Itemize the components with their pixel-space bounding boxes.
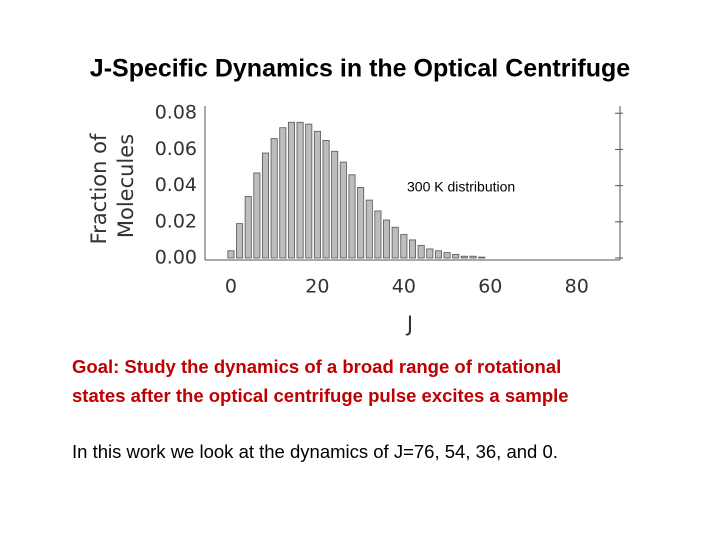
bar (322, 139, 330, 259)
bar (374, 210, 382, 259)
y-tick-label: 0.06 (155, 138, 197, 160)
x-tick-label: 80 (565, 276, 589, 298)
bar (417, 244, 425, 259)
y-tick-label: 0.08 (155, 102, 197, 124)
annotation: 300 K distribution (407, 179, 515, 195)
bar (227, 250, 235, 259)
y-axis-label: Fraction of (87, 133, 111, 244)
x-axis-label: J (405, 312, 413, 336)
bar (469, 255, 477, 259)
bar (426, 248, 434, 259)
bar (391, 226, 399, 259)
goal-line: states after the optical centrifuge puls… (72, 385, 569, 406)
bar (339, 161, 347, 259)
bar (400, 234, 408, 259)
x-tick-label: 40 (392, 276, 416, 298)
y-tick-label: 0.04 (155, 174, 197, 196)
bar (244, 196, 252, 259)
note: In this work we look at the dynamics of … (72, 441, 558, 462)
bar (313, 130, 321, 259)
bar (460, 255, 468, 259)
bar (262, 152, 270, 259)
y-tick-label: 0.00 (155, 247, 197, 269)
x-tick-label: 20 (305, 276, 329, 298)
y-tick-label: 0.02 (155, 210, 197, 232)
y-axis-label: Molecules (114, 134, 138, 238)
bar (357, 187, 365, 259)
bar (452, 253, 460, 259)
bar (443, 252, 451, 259)
bar (383, 219, 391, 259)
bar (348, 174, 356, 259)
bar (287, 121, 295, 259)
bar (331, 150, 339, 259)
bar (305, 123, 313, 259)
bar (253, 172, 261, 259)
slide-title: J-Specific Dynamics in the Optical Centr… (90, 55, 631, 83)
bar (478, 256, 486, 259)
bar (236, 223, 244, 259)
bar (270, 138, 278, 259)
bar (279, 127, 287, 259)
goal-line: Goal: Study the dynamics of a broad rang… (72, 356, 561, 377)
bar (434, 250, 442, 259)
bar (365, 199, 373, 259)
x-tick-label: 0 (225, 276, 237, 298)
x-tick-label: 60 (478, 276, 502, 298)
bar (296, 121, 304, 259)
bar (408, 239, 417, 259)
